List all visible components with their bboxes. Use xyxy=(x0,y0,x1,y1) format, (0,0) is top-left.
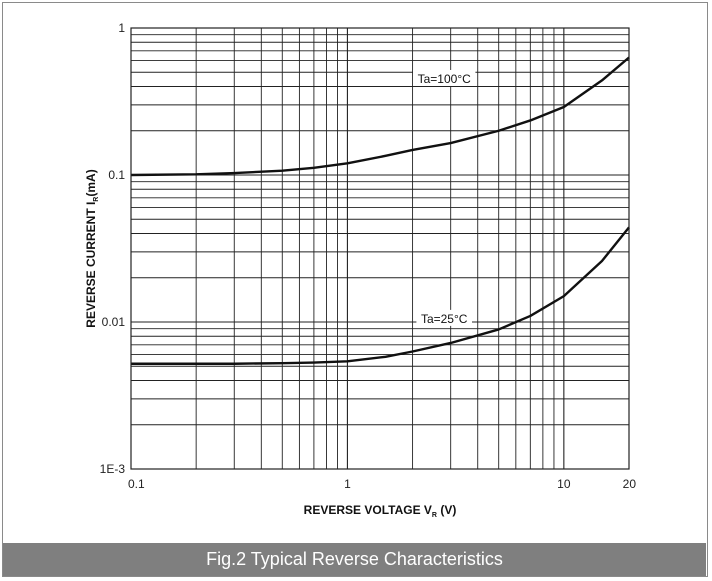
y-tick-label: 1 xyxy=(118,21,125,35)
label-layer: Ta=100°C Ta=25°C xyxy=(413,69,476,326)
x-tick-label: 1 xyxy=(344,477,351,491)
series-label: Ta=25°C xyxy=(421,312,468,326)
series-label-bg xyxy=(413,69,476,86)
x-tick-label: 0.1 xyxy=(128,477,145,491)
figure-caption: Fig.2 Typical Reverse Characteristics xyxy=(3,543,706,576)
series-layer xyxy=(130,56,630,365)
series-label: Ta=100°C xyxy=(418,72,472,86)
grid xyxy=(131,28,629,469)
x-tick-label: 20 xyxy=(623,477,637,491)
series-line-0 xyxy=(130,56,630,177)
figure-caption-text: Fig.2 Typical Reverse Characteristics xyxy=(206,549,503,569)
series-line-1 xyxy=(131,226,630,365)
y-axis-title: REVERSE CURRENT IR(mA) xyxy=(84,169,100,327)
series-label-bg xyxy=(416,309,473,326)
plot-border xyxy=(130,27,630,470)
y-tick-label: 1E-3 xyxy=(100,462,126,476)
x-axis-title: REVERSE VOLTAGE VR (V) xyxy=(304,503,457,519)
tick-labels: 0.1 1 10 20 1E-3 0.01 0.1 1 xyxy=(100,21,637,491)
y-tick-label: 0.01 xyxy=(102,315,126,329)
x-tick-label: 10 xyxy=(557,477,571,491)
y-tick-label: 0.1 xyxy=(108,168,125,182)
